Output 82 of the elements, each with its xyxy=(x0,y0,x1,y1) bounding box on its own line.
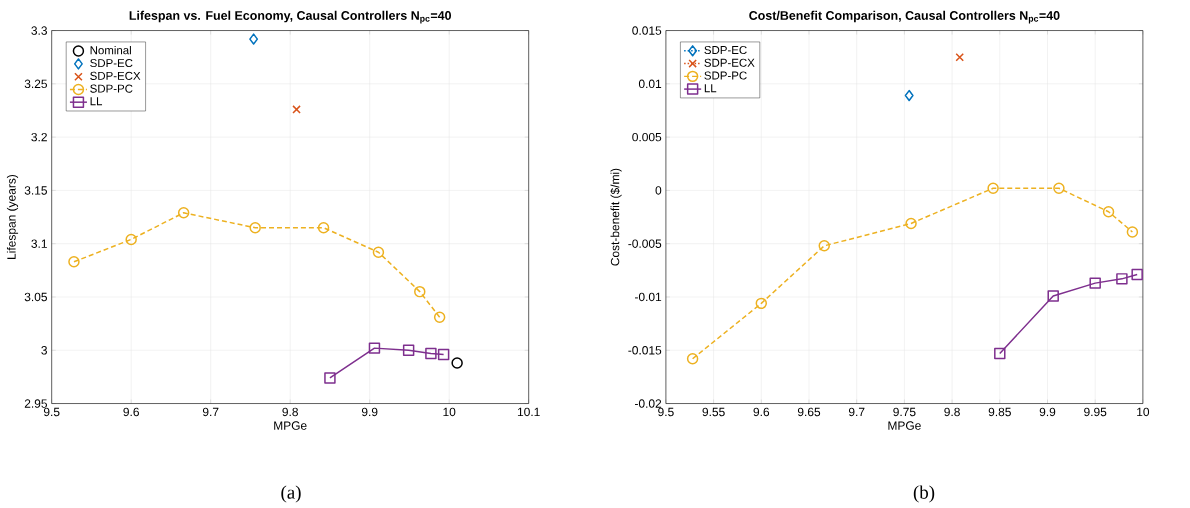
y-tick-label: 0.01 xyxy=(638,79,662,89)
y-tick-label: -0.005 xyxy=(628,239,662,248)
point xyxy=(755,297,768,310)
point xyxy=(1053,182,1065,195)
point xyxy=(437,348,450,361)
point xyxy=(372,246,385,258)
legend-label: SDP-ECX xyxy=(704,58,755,67)
point xyxy=(1116,273,1128,285)
y-tick-label: 3.3 xyxy=(31,26,47,35)
y-tick-label: 3.25 xyxy=(24,79,47,89)
legend-label: SDP-PC xyxy=(704,71,747,80)
point xyxy=(177,207,190,219)
x-tick-label: 9.5 xyxy=(658,407,674,417)
legend-label: LL xyxy=(704,84,717,93)
point xyxy=(904,89,914,102)
point xyxy=(1047,290,1059,302)
legend-label: SDP-EC xyxy=(90,59,133,68)
point xyxy=(324,372,336,384)
point xyxy=(994,347,1006,360)
chart-title: Lifespan vs. Fuel Economy, Causal Controllers N$_{pc}$=40 xyxy=(129,10,452,24)
point xyxy=(987,182,999,195)
legend-label: LL xyxy=(90,97,103,106)
x-tick-label: 9.9 xyxy=(361,407,378,417)
x-tick-label: 9.95 xyxy=(1084,407,1107,417)
x-axis-title: MPGe xyxy=(274,421,307,430)
x-tick-label: 9.9 xyxy=(1039,407,1056,417)
point xyxy=(686,353,699,365)
x-tick-label: 10 xyxy=(443,407,456,417)
x-tick-label: 10.1 xyxy=(517,407,540,417)
y-tick-label: 2.95 xyxy=(24,399,47,408)
x-tick-label: 9.5 xyxy=(43,407,60,417)
x-tick-label: 9.8 xyxy=(282,407,298,417)
y-tick-label: 0.015 xyxy=(632,26,662,35)
text: (b) xyxy=(913,485,935,503)
x-axis-title: MPGe xyxy=(888,421,921,430)
x-tick-label: 9.6 xyxy=(753,407,770,417)
y-tick-label: 3.2 xyxy=(31,132,47,142)
point xyxy=(451,357,463,369)
y-tick-label: -0.02 xyxy=(634,399,662,408)
point xyxy=(818,240,830,252)
y-tick-label: -0.01 xyxy=(634,292,662,302)
legend-label: SDP-EC xyxy=(704,45,747,55)
y-tick-label: 3.1 xyxy=(31,239,47,248)
x-tick-label: 9.75 xyxy=(893,407,916,417)
point xyxy=(68,256,80,268)
x-tick-label: 9.8 xyxy=(944,407,960,417)
point xyxy=(414,285,426,298)
point xyxy=(1102,205,1115,218)
y-axis-title: Cost-benefit ($/mi) xyxy=(610,168,622,266)
x-tick-label: 9.6 xyxy=(123,407,139,417)
x-tick-label: 9.65 xyxy=(797,407,821,417)
text: (a) xyxy=(281,485,301,503)
x-tick-label: 9.85 xyxy=(988,407,1011,417)
chart-title: Cost/Benefit Comparison, Causal Controllers N$_{pc}$=40 xyxy=(749,10,1060,24)
point xyxy=(317,221,330,234)
point xyxy=(1126,226,1139,238)
legend-label: Nominal xyxy=(90,45,131,55)
point xyxy=(425,347,437,360)
y-tick-label: -0.015 xyxy=(628,346,662,355)
point xyxy=(1089,277,1101,289)
legend-label: SDP-ECX xyxy=(90,71,141,80)
point xyxy=(433,311,446,323)
point xyxy=(249,221,261,234)
point xyxy=(955,52,964,62)
x-tick-label: 9.7 xyxy=(202,407,219,417)
point xyxy=(125,233,137,246)
y-tick-label: 0 xyxy=(655,186,662,195)
x-tick-label: 10 xyxy=(1137,407,1150,417)
y-tick-label: 3.05 xyxy=(24,292,47,302)
point xyxy=(292,105,301,114)
point xyxy=(402,344,415,356)
point xyxy=(368,342,381,354)
legend-label: SDP-PC xyxy=(90,84,133,93)
y-axis-title: Lifespan (years) xyxy=(6,174,19,259)
x-tick-label: 9.7 xyxy=(848,407,865,417)
y-tick-label: 0.005 xyxy=(632,132,662,142)
point xyxy=(1131,268,1143,281)
point xyxy=(249,33,259,45)
x-tick-label: 9.55 xyxy=(702,407,725,417)
y-tick-label: 3 xyxy=(41,346,47,355)
point xyxy=(905,217,917,230)
y-tick-label: 3.15 xyxy=(24,186,47,195)
